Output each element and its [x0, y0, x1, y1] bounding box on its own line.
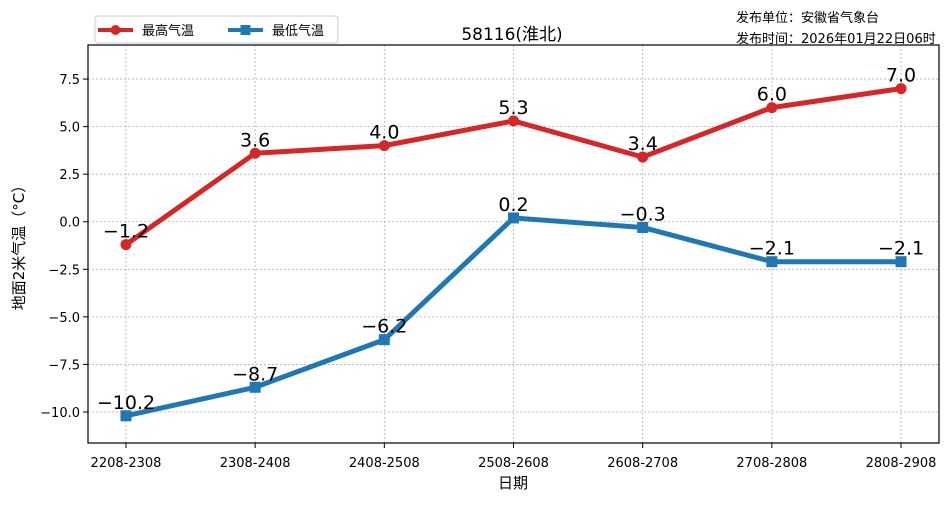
y-tick-label: 7.5: [59, 73, 80, 88]
data-label: −2.1: [878, 238, 924, 260]
data-point: [637, 151, 649, 163]
x-tick-label: 2208-2308: [91, 456, 162, 471]
data-label: 6.0: [757, 84, 787, 106]
x-tick-label: 2608-2708: [607, 456, 678, 471]
data-label: −0.3: [620, 203, 666, 225]
x-tick-label: 2308-2408: [220, 456, 291, 471]
y-tick-label: −5.0: [48, 311, 80, 326]
data-label: −8.7: [232, 363, 278, 385]
plot-frame: [87, 44, 940, 444]
x-tick-label: 2708-2808: [736, 456, 807, 471]
legend-box: [94, 15, 339, 44]
x-tick-label: 2808-2908: [866, 456, 937, 471]
data-label: −1.2: [103, 221, 149, 243]
data-point: [378, 334, 390, 346]
data-label: −6.2: [361, 316, 407, 338]
publish-time-text: 发布时间：2026年01月22日06时: [736, 31, 936, 47]
data-label: 7.0: [886, 65, 916, 87]
data-label: 3.6: [240, 129, 270, 151]
data-label: 3.4: [628, 133, 658, 155]
data-label: 5.3: [498, 97, 528, 119]
y-tick-label: 0.0: [59, 216, 80, 231]
legend-marker-circle-icon: [110, 25, 121, 35]
legend-label-max: 最高气温: [142, 23, 194, 39]
data-point: [508, 115, 519, 127]
data-point: [378, 140, 390, 152]
data-label: −10.2: [97, 392, 155, 414]
y-tick-label: −7.5: [48, 358, 80, 373]
data-label: 0.2: [498, 194, 528, 216]
y-tick-label: −10.0: [40, 406, 80, 421]
x-tick-label: 2408-2508: [349, 456, 420, 471]
series-layer: −1.2 3.6 4.0 5.3 3.4 6.0 7.0 −10.2 −8.7 −6.2 0.2 −0…: [97, 65, 924, 422]
chart-title: 58116(淮北): [461, 25, 562, 45]
y-tick-label: 5.0: [59, 121, 80, 136]
legend: 最高气温 最低气温: [94, 15, 339, 44]
x-axis-label: 日期: [498, 474, 528, 492]
y-axis-label: 地面2米气温（°C）: [10, 178, 28, 311]
axes: 2208-2308 2308-2408 2408-2508 2508-2608 2608…: [40, 73, 936, 471]
data-point: [120, 239, 132, 251]
x-tick-label: 2508-2608: [478, 456, 549, 471]
data-label: 4.0: [369, 122, 399, 144]
data-point: [895, 256, 907, 268]
legend-label-min: 最低气温: [272, 23, 324, 39]
legend-marker-square-icon: [240, 25, 251, 35]
data-point: [249, 147, 261, 159]
data-point: [637, 221, 649, 233]
data-point: [120, 410, 132, 422]
data-label: −2.1: [749, 238, 795, 260]
publisher-text: 发布单位：安徽省气象台: [736, 10, 879, 26]
data-point: [766, 256, 778, 268]
data-point: [766, 102, 778, 114]
data-point: [508, 212, 519, 224]
data-point: [249, 381, 261, 393]
data-point: [895, 83, 907, 95]
y-tick-label: −2.5: [48, 263, 80, 278]
y-tick-label: 2.5: [59, 168, 80, 183]
